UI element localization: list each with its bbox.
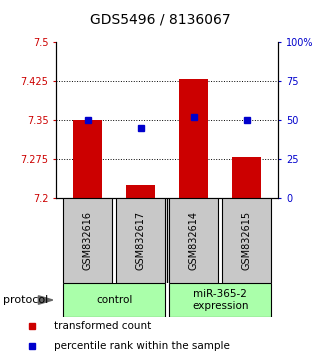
Text: GSM832614: GSM832614 <box>189 211 199 270</box>
Bar <box>169 283 271 317</box>
Text: protocol: protocol <box>3 295 48 305</box>
Bar <box>73 120 102 198</box>
Bar <box>63 283 165 317</box>
Text: GSM832616: GSM832616 <box>83 211 93 270</box>
Bar <box>126 185 155 198</box>
Text: miR-365-2
expression: miR-365-2 expression <box>192 289 248 311</box>
Bar <box>222 198 271 283</box>
Text: GDS5496 / 8136067: GDS5496 / 8136067 <box>90 12 230 27</box>
Text: GSM832615: GSM832615 <box>242 211 252 270</box>
Text: percentile rank within the sample: percentile rank within the sample <box>54 341 230 351</box>
Bar <box>116 198 165 283</box>
Text: transformed count: transformed count <box>54 321 152 331</box>
Polygon shape <box>38 296 53 304</box>
Text: control: control <box>96 295 132 305</box>
Bar <box>63 198 112 283</box>
Text: GSM832617: GSM832617 <box>136 211 146 270</box>
Bar <box>179 79 208 198</box>
Bar <box>169 198 218 283</box>
Bar <box>232 157 261 198</box>
